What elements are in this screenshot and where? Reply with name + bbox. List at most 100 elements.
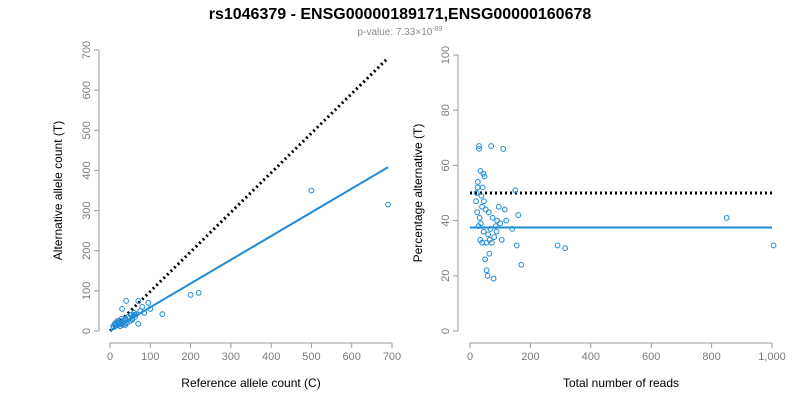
allele-count-y-axis-label: Alternative allele count (T) xyxy=(51,121,65,260)
percentage-alternative-data-point xyxy=(490,275,497,282)
percentage-alternative-x-tick-label: 800 xyxy=(702,351,720,363)
p-value-exponent: -89 xyxy=(432,26,442,33)
percentage-alternative-data-point xyxy=(476,145,482,152)
percentage-alternative-data-point xyxy=(478,192,485,199)
allele-count-data-point xyxy=(123,297,130,304)
percentage-alternative-data-point xyxy=(495,203,502,210)
percentage-alternative-data-point xyxy=(489,214,496,221)
allele-count-x-axis-label: Reference allele count (C) xyxy=(181,376,320,390)
percentage-alternative-data-point xyxy=(501,206,508,213)
percentage-alternative-data-point xyxy=(480,170,487,177)
percentage-alternative-y-tick-label: 60 xyxy=(440,159,452,171)
allele-count-data-point xyxy=(129,316,136,323)
allele-count-data-point xyxy=(139,304,146,310)
percentage-alternative-data-point xyxy=(474,179,481,185)
percentage-alternative-data-point xyxy=(492,223,499,230)
percentage-alternative-data-point xyxy=(503,217,510,224)
percentage-alternative-data-point xyxy=(486,250,493,257)
percentage-alternative-data-point xyxy=(498,237,505,243)
percentage-alternative-x-tick-label: 1,000 xyxy=(758,351,786,363)
allele-count-y-tick-label: 200 xyxy=(81,242,93,260)
allele-count-data-point xyxy=(159,311,166,318)
allele-count-data-point xyxy=(122,322,129,328)
allele-count-x-tick-label: 100 xyxy=(141,351,159,363)
percentage-alternative-data-point xyxy=(500,145,507,152)
allele-count-data-point xyxy=(126,315,133,322)
percentage-alternative-y-axis-label: Percentage alternative (T) xyxy=(411,124,425,263)
percentage-alternative-data-point xyxy=(497,220,504,227)
percentage-alternative-data-point xyxy=(482,256,489,263)
allele-count-y-tick-label: 0 xyxy=(81,328,93,334)
percentage-alternative-data-point xyxy=(480,228,487,235)
allele-count-y-tick-label: 300 xyxy=(81,201,93,219)
allele-count-data-point xyxy=(308,187,315,194)
allele-count-data-point xyxy=(187,291,194,298)
percentage-alternative-data-point xyxy=(474,184,481,191)
percentage-alternative-x-tick-label: 0 xyxy=(467,351,473,363)
allele-count-data-point xyxy=(141,310,148,316)
percentage-alternative-x-axis-label: Total number of reads xyxy=(563,376,679,390)
percentage-alternative-data-point xyxy=(484,272,491,279)
percentage-alternative-data-point xyxy=(554,242,561,249)
percentage-alternative-data-point xyxy=(485,209,492,216)
allele-count-x-tick-label: 0 xyxy=(107,351,113,363)
percentage-alternative-data-point xyxy=(479,203,485,210)
allele-count-data-point xyxy=(145,300,152,306)
percentage-alternative-data-point xyxy=(476,214,483,221)
allele-count-data-point xyxy=(119,306,125,312)
p-value-subtitle: p-value: 7.33×10-89 xyxy=(358,26,443,38)
allele-count-x-tick-label: 600 xyxy=(343,351,361,363)
percentage-alternative-data-point xyxy=(493,228,500,235)
percentage-alternative-data-point xyxy=(479,184,486,191)
percentage-alternative-x-tick-label: 600 xyxy=(642,351,660,363)
percentage-alternative-data-point xyxy=(491,234,498,241)
percentage-alternative-y-tick-label: 100 xyxy=(440,46,452,64)
allele-count-data-point xyxy=(135,320,142,327)
percentage-alternative-data-point xyxy=(562,245,569,252)
percentage-alternative-data-point xyxy=(474,209,481,216)
percentage-alternative-data-point xyxy=(477,220,484,227)
percentage-alternative-data-point xyxy=(518,261,525,268)
percentage-alternative-y-tick-label: 0 xyxy=(440,328,452,334)
percentage-alternative-data-point xyxy=(480,198,487,205)
percentage-alternative-data-point xyxy=(488,239,495,246)
percentage-alternative-data-point xyxy=(515,212,522,218)
allele-count-data-point xyxy=(195,289,202,296)
allele-count-scatter-panel: 0 100 200 300 400 500 600 700 0 100 200 300 400 500 60… xyxy=(51,41,401,390)
allele-count-x-tick-label: 200 xyxy=(181,351,199,363)
percentage-alternative-data-point xyxy=(482,206,489,213)
allele-count-data-point xyxy=(115,320,122,326)
allele-count-y-tick-label: 100 xyxy=(81,282,93,300)
allele-count-data-point xyxy=(131,312,138,318)
percentage-alternative-data-point xyxy=(770,242,777,249)
percentage-alternative-data-point xyxy=(723,214,730,221)
percentage-alternative-y-tick-label: 20 xyxy=(440,270,452,282)
allele-count-reference-line xyxy=(108,56,390,333)
allele-count-x-tick-label: 700 xyxy=(383,351,401,363)
percentage-alternative-data-point xyxy=(488,143,495,149)
percentage-alternative-data-point xyxy=(476,143,482,149)
allele-count-data-point xyxy=(135,297,142,304)
percentage-alternative-data-point xyxy=(473,190,480,196)
allele-count-fit-line xyxy=(109,166,389,332)
allele-count-y-tick-label: 700 xyxy=(81,41,93,59)
percentage-alternative-data-point xyxy=(481,173,488,180)
percentage-alternative-scatter-panel: 0 200 400 600 800 1,000 0 20 40 60 80 100 Total numb… xyxy=(411,46,786,390)
p-value-text: p-value: 7.33×10 xyxy=(358,27,433,38)
percentage-alternative-y-tick-label: 80 xyxy=(440,104,452,116)
percentage-alternative-data-point xyxy=(513,242,520,249)
percentage-alternative-x-tick-label: 200 xyxy=(521,351,539,363)
percentage-alternative-data-point xyxy=(473,198,479,205)
percentage-alternative-data-point xyxy=(487,225,494,232)
allele-count-x-tick-label: 300 xyxy=(222,351,240,363)
allele-count-x-tick-label: 400 xyxy=(262,351,280,363)
allele-count-y-tick-label: 600 xyxy=(81,81,93,99)
percentage-alternative-data-point xyxy=(477,168,484,174)
chart-title: rs1046379 - ENSG00000189171,ENSG00000160… xyxy=(209,6,592,23)
percentage-alternative-data-point xyxy=(509,225,516,232)
percentage-alternative-x-tick-label: 400 xyxy=(582,351,600,363)
allele-count-data-point xyxy=(147,306,154,312)
percentage-alternative-data-point xyxy=(494,217,501,224)
allele-count-x-tick-label: 500 xyxy=(302,351,320,363)
